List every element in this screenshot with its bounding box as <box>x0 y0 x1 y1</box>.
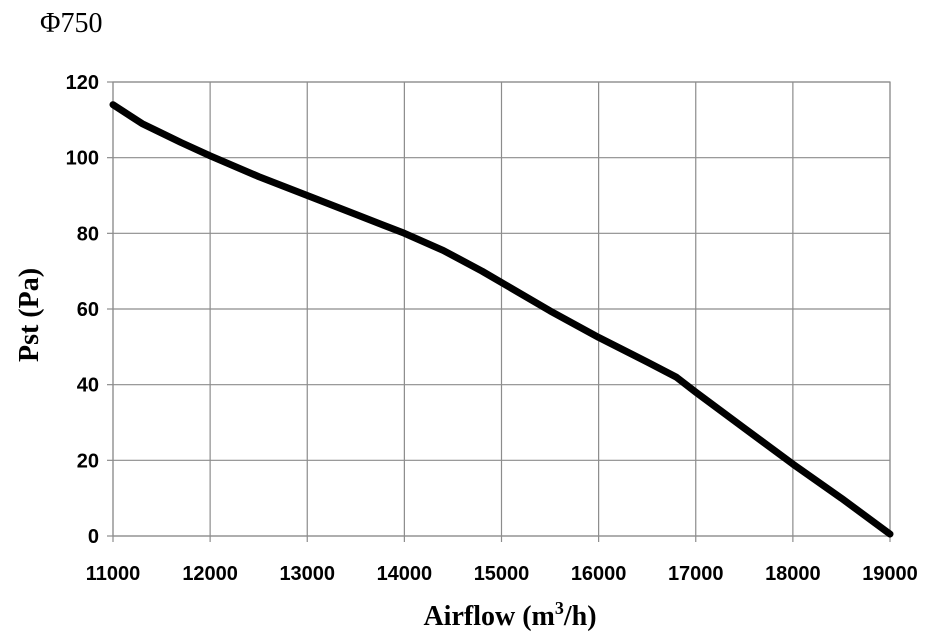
grid <box>112 81 891 537</box>
y-tick-label-5: 100 <box>66 148 99 170</box>
x-axis-label-base: Airflow (m <box>423 601 554 632</box>
y-tick-label-3: 60 <box>77 299 99 321</box>
x-tick-label-6: 17000 <box>668 563 724 585</box>
x-tick-label-3: 14000 <box>377 563 433 585</box>
x-tick-label-8: 19000 <box>862 563 918 585</box>
x-tick-label-5: 16000 <box>571 563 627 585</box>
x-axis-ticks: 11000 12000 13000 14000 15000 16000 17000 18000… <box>86 536 918 585</box>
x-tick-label-1: 12000 <box>182 563 238 585</box>
x-axis-label: Airflow (m3/h) <box>423 598 596 632</box>
y-tick-label-0: 0 <box>88 526 99 548</box>
y-tick-label-6: 120 <box>66 72 99 94</box>
y-tick-label-2: 40 <box>77 375 99 397</box>
x-tick-label-0: 11000 <box>86 563 141 585</box>
x-tick-label-4: 15000 <box>474 563 530 585</box>
x-axis-label-sup: 3 <box>555 598 564 618</box>
x-axis-label-tail: /h) <box>563 601 597 632</box>
y-tick-label-4: 80 <box>77 223 99 245</box>
series-layer <box>109 101 894 538</box>
chart-title: Φ750 <box>40 8 102 39</box>
y-axis-ticks: 0 20 40 60 80 100 120 <box>66 72 113 548</box>
series-line-0 <box>109 101 894 538</box>
x-tick-label-7: 18000 <box>765 563 821 585</box>
y-axis-label: Pst (Pa) <box>14 268 45 362</box>
x-tick-label-2: 13000 <box>279 563 335 585</box>
y-tick-label-1: 20 <box>77 450 99 472</box>
